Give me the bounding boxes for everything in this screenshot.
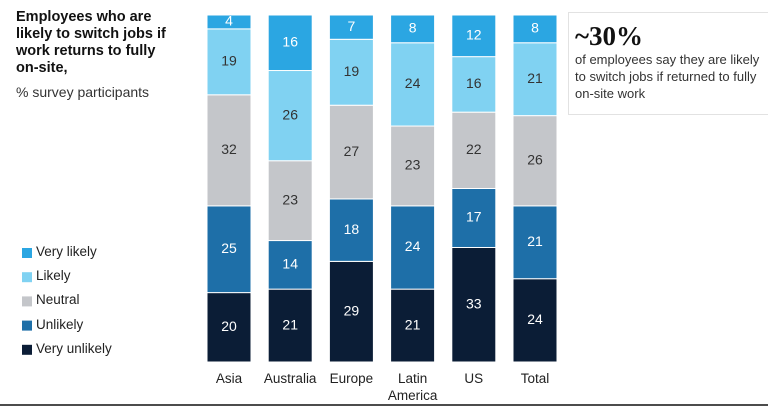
bar-segment [328,38,374,106]
bar-segment [328,14,374,40]
value-label: 19 [221,53,237,69]
value-label: 8 [531,20,539,36]
value-label: 29 [344,302,360,318]
callout: ~30% of employees say they are likely to… [568,12,768,115]
value-label: 8 [409,20,417,36]
bar-segment [206,292,252,363]
x-tick-label: Total [520,371,550,386]
value-label: 14 [282,256,298,272]
legend-swatch [22,344,32,355]
bar-segment [390,205,436,290]
value-label: 20 [221,318,237,334]
bar-segment [206,205,252,294]
x-tick-label: Latin America [387,371,438,403]
bar-segment [267,14,313,72]
bar-segment [451,188,497,248]
legend-label: Neutral [36,292,80,308]
bar-segment [267,240,313,290]
callout-value: ~30% [575,21,644,51]
value-label: 33 [466,295,482,311]
value-label: 27 [344,143,360,159]
bar-segment [512,14,558,44]
bar-segment [267,160,313,242]
value-label: 19 [344,63,360,79]
legend-label: Very unlikely [36,340,112,356]
legend-swatch [22,296,32,307]
bar-segment [390,14,436,44]
value-label: 23 [405,157,421,173]
value-label: 7 [348,18,356,34]
bar-segment [328,260,374,363]
value-label: 17 [466,209,482,225]
value-label: 21 [282,316,298,332]
bar-segment [451,14,497,58]
x-tick-label: Australia [263,371,317,386]
value-label: 21 [405,316,421,332]
bar-segment [328,104,374,200]
bar-segment [390,288,436,363]
bar-segment [206,14,252,30]
chart-subtitle: % survey participants [16,84,150,100]
callout-text: of employees say they are likely to swit… [575,52,760,101]
value-label: 26 [282,106,298,122]
bar-segment [451,56,497,113]
value-label: 18 [344,221,360,237]
legend-swatch [22,248,32,258]
chart-title: Employees who are likely to switch jobs … [16,9,166,76]
bar-segment [512,205,558,280]
x-tick-label: Asia [215,371,243,386]
x-tick-label: Europe [329,371,374,386]
value-label: 24 [405,75,421,91]
bar-segment [267,70,313,162]
value-label: 21 [527,233,543,249]
value-label: 25 [221,240,237,256]
value-label: 4 [225,13,233,29]
value-label: 26 [527,151,543,167]
legend-label: Likely [36,268,71,284]
value-label: 23 [282,191,298,207]
bar-segment [512,42,558,117]
legend-swatch [22,320,32,331]
legend-label: Very likely [36,244,97,259]
x-tick-label: US [464,371,484,386]
bar-segment [206,94,252,207]
value-label: 16 [466,75,482,91]
value-label: 16 [282,33,298,49]
value-label: 12 [466,27,482,43]
value-label: 32 [221,141,237,157]
bar-segment [267,288,313,363]
value-label: 24 [405,238,421,254]
value-label: 22 [466,141,482,157]
value-label: 24 [527,311,543,327]
value-label: 21 [527,70,543,86]
legend-label: Unlikely [36,316,84,332]
legend-swatch [22,272,32,283]
